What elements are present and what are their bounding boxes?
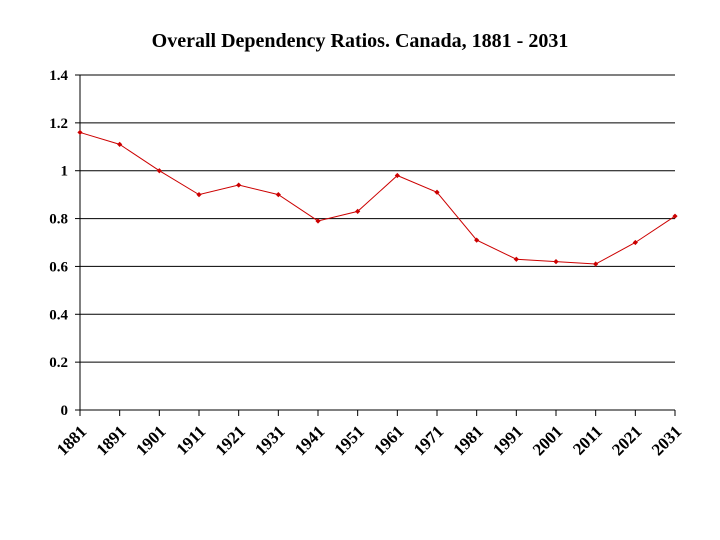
data-point <box>156 168 162 174</box>
y-tick-label: 0.2 <box>49 355 68 371</box>
data-point <box>632 239 638 246</box>
data-point <box>355 208 361 214</box>
x-tick-labels: 1881 1891 1901 1911 1921 1931 1941 1951 1961 1971… <box>53 422 685 459</box>
gridlines <box>80 74 675 363</box>
y-tick-label: 1.4 <box>49 68 68 84</box>
data-point <box>394 172 400 179</box>
y-tick-label: 1 <box>61 164 69 180</box>
data-point <box>275 192 281 198</box>
x-tick-label: 1921 <box>212 422 249 459</box>
x-tick-label: 1881 <box>53 422 90 459</box>
x-tick-label: 1911 <box>172 422 209 459</box>
x-tick-label: 1981 <box>450 422 487 459</box>
data-point <box>315 218 321 224</box>
x-tick-label: 1891 <box>93 422 130 459</box>
x-tick-label: 2031 <box>648 422 685 459</box>
x-tick-label: 2011 <box>569 422 606 459</box>
data-point <box>593 261 599 267</box>
x-tick-label: 1931 <box>251 422 288 459</box>
x-tick-label: 2001 <box>529 422 566 459</box>
series-dependency-ratio <box>77 129 678 267</box>
data-point <box>474 237 480 243</box>
data-point <box>434 189 440 195</box>
y-tick-label: 0 <box>61 403 69 419</box>
x-tick-label: 1961 <box>370 422 407 459</box>
data-point <box>553 259 559 265</box>
data-point <box>672 213 678 219</box>
data-point <box>196 192 202 198</box>
series-line <box>79 131 676 265</box>
data-point <box>117 141 123 147</box>
x-tick-label: 1941 <box>291 422 328 459</box>
y-tick-label: 1.2 <box>49 116 68 132</box>
data-point <box>236 182 242 188</box>
x-tick-label: 1991 <box>489 422 526 459</box>
y-tick-label: 0.4 <box>49 307 68 323</box>
x-tick-label: 2021 <box>608 422 645 459</box>
y-tick-label: 0.6 <box>49 259 68 275</box>
data-point <box>77 129 83 136</box>
data-point <box>513 256 519 262</box>
x-tick-label: 1971 <box>410 422 447 459</box>
chart-title: Overall Dependency Ratios. Canada, 1881 … <box>151 30 569 52</box>
y-tick-label: 0.8 <box>49 212 68 228</box>
x-tick-label: 1951 <box>331 422 368 459</box>
axes <box>75 74 676 416</box>
x-tick-label: 1901 <box>132 422 169 459</box>
y-tick-labels: 0 0.2 0.4 0.6 0.8 1 1.2 1.4 <box>49 68 68 419</box>
